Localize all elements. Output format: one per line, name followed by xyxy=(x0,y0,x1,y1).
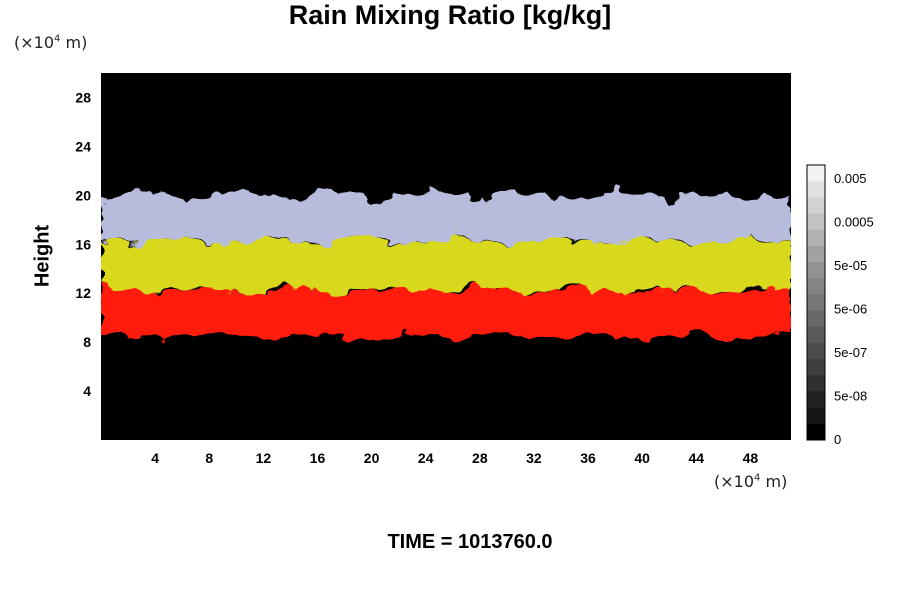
colorbar-segment xyxy=(807,213,825,231)
y-tick-label: 20 xyxy=(75,187,91,203)
colorbar-segment xyxy=(807,326,825,344)
colorbar-segment xyxy=(807,375,825,392)
x-tick-label: 20 xyxy=(364,450,380,466)
colorbar-segment xyxy=(807,165,825,182)
colorbar-label: 0 xyxy=(834,432,841,447)
y-tick-label: 16 xyxy=(75,236,91,252)
x-tick-label: 16 xyxy=(310,450,326,466)
colorbar-label: 5e-05 xyxy=(834,258,867,273)
layer-lavender xyxy=(101,187,791,248)
colorbar-segment xyxy=(807,342,825,360)
x-tick-label: 8 xyxy=(205,450,213,466)
colorbar-label: 5e-08 xyxy=(834,389,867,404)
y-tick-label: 24 xyxy=(75,138,91,154)
colorbar-segment xyxy=(807,391,825,409)
colorbar-segment xyxy=(807,278,825,295)
y-tick-label: 8 xyxy=(83,334,91,350)
colorbar-segment xyxy=(807,229,825,247)
heatmap-layers xyxy=(101,187,791,341)
colorbar-label: 5e-07 xyxy=(834,345,867,360)
x-tick-label: 32 xyxy=(526,450,542,466)
x-tick-label: 24 xyxy=(418,450,434,466)
time-label: TIME = 1013760.0 xyxy=(387,531,553,553)
x-tick-label: 44 xyxy=(689,450,705,466)
colorbar-segment xyxy=(807,310,825,328)
y-tick-label: 28 xyxy=(75,89,91,105)
x-tick-label: 12 xyxy=(256,450,272,466)
y-tick-label: 12 xyxy=(75,285,91,301)
colorbar-segment xyxy=(807,181,825,198)
colorbar-label: 0.005 xyxy=(834,171,867,186)
colorbar-segment xyxy=(807,407,825,425)
x-tick-label: 48 xyxy=(743,450,759,466)
colorbar-segment xyxy=(807,423,825,441)
colorbar-segment xyxy=(807,359,825,376)
colorbar-segment xyxy=(807,245,825,263)
y-axis-unit: (×104 m) xyxy=(14,33,88,52)
chart-title: Rain Mixing Ratio [kg/kg] xyxy=(288,0,612,30)
colorbar-segment xyxy=(807,294,825,312)
x-tick-label: 36 xyxy=(580,450,596,466)
x-tick-label: 40 xyxy=(634,450,650,466)
colorbar-label: 5e-06 xyxy=(834,302,867,317)
colorbar-segment xyxy=(807,197,825,215)
colorbar-segment xyxy=(807,262,825,279)
colorbar-frame xyxy=(806,164,826,441)
layer-red xyxy=(101,283,791,341)
x-tick-label: 28 xyxy=(472,450,488,466)
y-tick-label: 4 xyxy=(83,383,91,399)
x-axis-unit: (×104 m) xyxy=(714,472,788,491)
colorbar-label: 0.0005 xyxy=(834,215,874,230)
x-tick-label: 4 xyxy=(151,450,159,466)
layer-yellow xyxy=(101,233,791,295)
